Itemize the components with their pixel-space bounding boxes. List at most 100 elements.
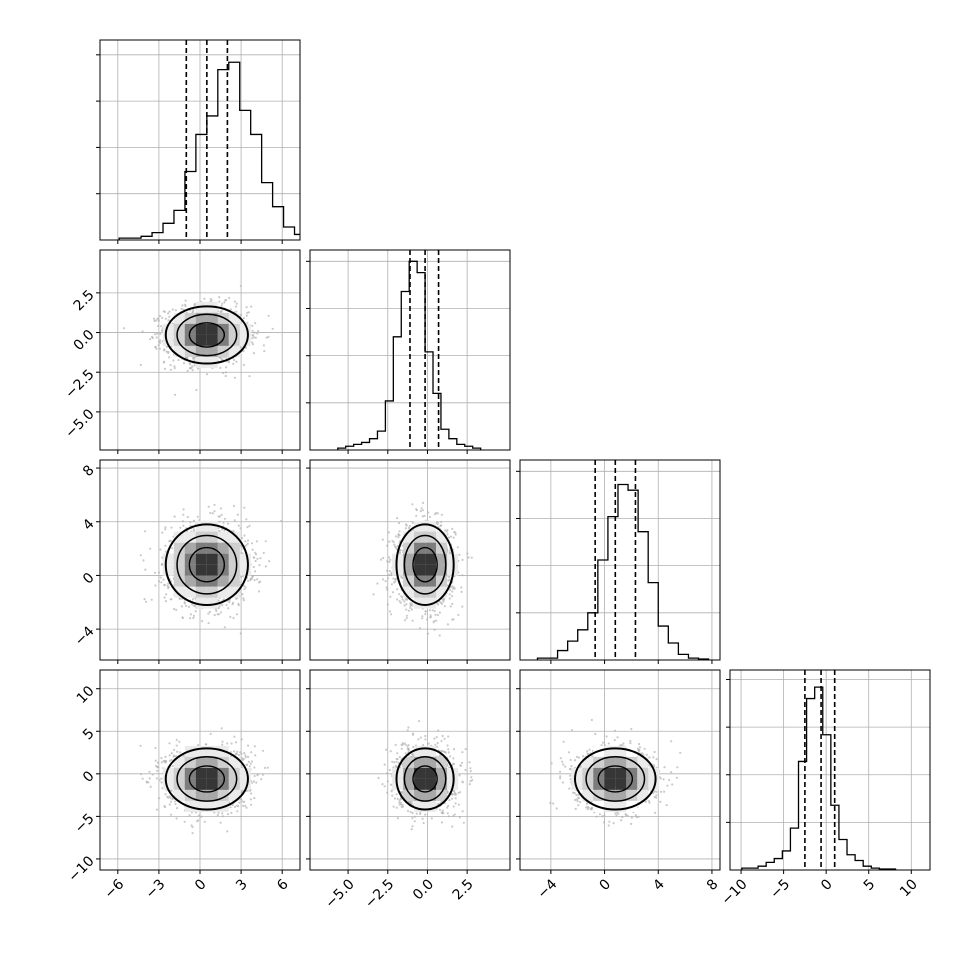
scatter-point [157,571,161,574]
scatter-point [233,519,236,522]
panel-frame [309,459,511,661]
density-cell [206,597,218,609]
scatter-point [185,356,189,359]
scatter-point [160,563,164,567]
scatter-point [253,336,256,339]
scatter-point [264,540,267,543]
scatter-point [244,586,247,589]
scatter-point [431,609,434,612]
scatter-point [405,608,408,611]
scatter-point [386,569,389,572]
scatter-point [227,607,230,610]
scatter-point [159,341,162,344]
scatter-point [442,597,445,600]
scatter-point [151,773,154,776]
density-cell [436,531,448,543]
density-cell [228,542,240,554]
scatter-point [155,347,158,350]
scatter-point [237,524,240,527]
density-cell [228,531,240,543]
density-cell [425,553,437,565]
scatter-point [182,508,185,511]
scatter-point [422,501,425,504]
scatter-point [222,521,225,524]
scatter-point [158,347,161,350]
scatter-point [232,504,236,508]
scatter-point [253,579,256,582]
scatter-point [389,558,392,562]
scatter-point [254,570,257,573]
scatter-point [408,525,411,528]
density-cell [425,575,437,587]
scatter-point [160,325,163,328]
scatter-point [192,616,195,620]
scatter-point [254,559,257,563]
density-cell [217,531,229,543]
density-cell [162,553,174,565]
scatter-point [388,610,391,613]
panel-1-1 [306,249,511,454]
scatter-point [461,605,464,608]
scatter-point [231,603,234,606]
density-cell [436,586,448,598]
scatter-point [192,519,195,522]
scatter-point [193,364,196,367]
scatter-point [444,529,447,532]
density-cell [403,586,415,598]
scatter-point [237,604,240,607]
scatter-point [173,393,177,396]
scatter-point [150,335,154,338]
scatter-point [280,519,283,522]
scatter-point [181,520,184,523]
scatter-point [437,603,440,606]
density-cell [239,334,251,346]
density-cell [195,553,207,565]
scatter-point [451,585,454,588]
scatter-point [251,329,254,332]
scatter-point [234,305,238,308]
density-cell [425,520,437,532]
histogram-step [536,483,710,660]
density-cell [239,564,251,576]
scatter-point [243,588,246,591]
scatter-point [144,568,147,571]
scatter-point [388,540,391,543]
scatter-point [221,604,224,607]
scatter-point [392,541,395,544]
density-cell [173,334,185,346]
scatter-point [388,569,391,573]
scatter-point [169,368,173,371]
scatter-point [207,505,210,508]
scatter-point [443,605,446,608]
scatter-point [164,528,167,531]
contour-line [412,546,438,583]
scatter-point [409,606,412,610]
scatter-point [220,304,223,307]
scatter-point [218,515,221,518]
scatter-point [251,341,254,344]
density-cell [184,575,196,587]
scatter-point [162,578,165,581]
scatter-point [388,560,391,564]
scatter-point [192,614,196,618]
density-cell [228,575,240,587]
density-cell [184,542,196,554]
scatter-point [155,319,158,322]
scatter-point [181,304,184,307]
scatter-point [251,324,254,327]
density-cell [217,575,229,587]
scatter-point [168,310,171,313]
scatter-point [170,547,174,550]
scatter-point [217,599,220,602]
density-cell [414,520,426,532]
scatter-point [164,544,167,547]
scatter-point [382,556,385,560]
density-cell [228,586,240,598]
scatter-point [461,574,464,577]
density-cell [206,334,218,346]
scatter-point [163,367,167,370]
density-cell [206,531,218,543]
scatter-point [167,586,170,590]
density-cell [403,564,415,576]
scatter-point [157,580,161,583]
